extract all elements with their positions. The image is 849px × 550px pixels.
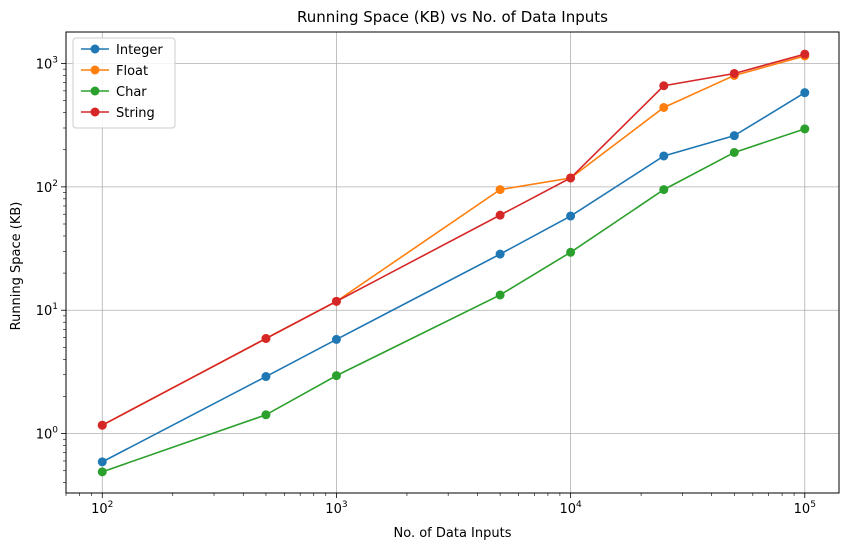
data-point-float — [495, 185, 505, 195]
series-string — [97, 49, 810, 430]
legend-item-integer: Integer — [81, 43, 163, 58]
data-point-integer — [566, 211, 576, 221]
legend-marker-string — [90, 107, 100, 117]
x-tick-label: 103 — [325, 500, 347, 517]
x-axis-title: No. of Data Inputs — [394, 526, 512, 541]
data-point-integer — [97, 457, 107, 467]
legend-marker-integer — [90, 44, 100, 54]
series-line-string — [101, 53, 805, 426]
y-tick-label: 101 — [36, 302, 58, 319]
y-tick-label: 100 — [36, 426, 59, 443]
legend: Integer Float Char String — [72, 37, 176, 129]
data-point-integer — [659, 151, 669, 161]
data-point-char — [97, 467, 107, 477]
data-point-string — [566, 173, 576, 183]
series-layer — [97, 49, 810, 477]
data-point-float — [659, 102, 669, 112]
series-line-integer — [101, 91, 806, 463]
data-point-char — [495, 290, 505, 300]
x-tick-label: 105 — [794, 500, 816, 517]
legend-marker-float — [90, 65, 100, 75]
data-point-integer — [729, 131, 739, 141]
data-point-string — [800, 49, 810, 59]
y-tick-labels: 100 101 102 103 — [36, 55, 59, 442]
chart-title: Running Space (KB) vs No. of Data Inputs — [297, 8, 608, 26]
data-point-char — [566, 247, 576, 257]
legend-label-integer: Integer — [116, 43, 163, 58]
data-point-integer — [261, 372, 271, 382]
legend-item-string: String — [81, 106, 155, 121]
data-point-integer — [495, 249, 505, 259]
data-point-char — [261, 410, 271, 420]
data-point-integer — [331, 334, 341, 344]
major-ticks — [61, 63, 806, 498]
series-integer — [97, 88, 810, 467]
data-point-string — [659, 81, 669, 91]
y-axis-title: Running Space (KB) — [9, 202, 24, 331]
data-point-char — [729, 147, 739, 157]
data-point-string — [729, 68, 739, 78]
series-line-char — [102, 128, 806, 473]
plot-frame — [65, 31, 840, 494]
data-point-string — [495, 210, 505, 220]
legend-item-float: Float — [81, 64, 148, 79]
legend-box — [72, 37, 176, 129]
x-tick-label: 102 — [91, 500, 113, 517]
data-point-char — [659, 185, 669, 195]
y-tick-label: 102 — [36, 179, 58, 196]
data-point-integer — [800, 88, 810, 98]
data-point-char — [331, 371, 341, 381]
y-tick-label: 103 — [36, 55, 58, 72]
legend-label-string: String — [116, 106, 155, 121]
data-point-char — [800, 124, 810, 134]
data-point-string — [261, 334, 271, 344]
legend-marker-char — [90, 86, 100, 96]
legend-label-float: Float — [116, 64, 148, 79]
x-tick-label: 104 — [559, 500, 582, 517]
data-point-string — [331, 296, 341, 306]
legend-label-char: Char — [116, 85, 147, 100]
data-point-string — [97, 420, 107, 430]
legend-item-char: Char — [81, 85, 147, 100]
x-tick-labels: 102 103 104 105 — [91, 500, 816, 517]
series-char — [97, 124, 810, 477]
